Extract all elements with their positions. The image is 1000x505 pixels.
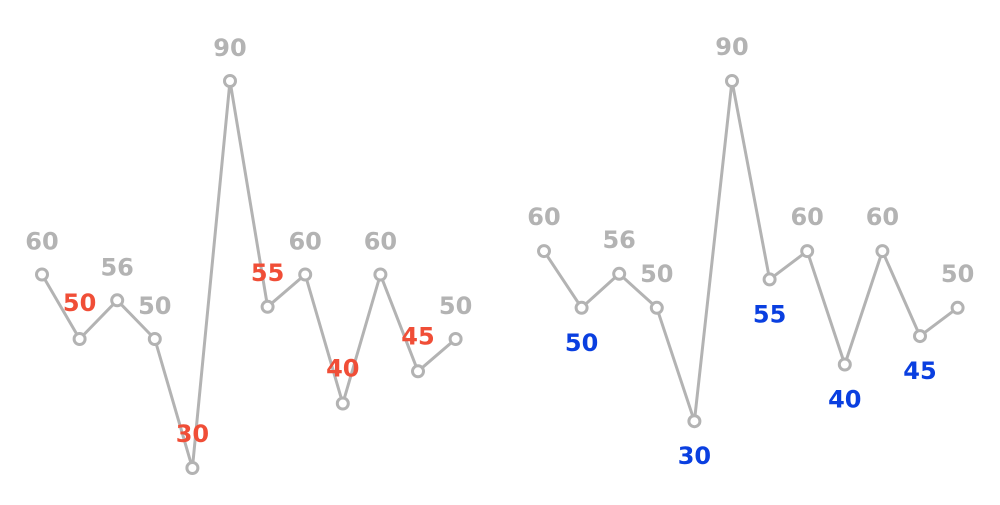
- data-label: 60: [364, 228, 397, 256]
- data-label: 60: [288, 228, 321, 256]
- data-point-marker: [574, 300, 589, 315]
- data-point-marker: [875, 244, 890, 259]
- highlighted-data-label: 50: [63, 289, 96, 317]
- data-point-marker: [260, 299, 275, 314]
- data-label: 60: [790, 203, 823, 231]
- series-line: [542, 79, 959, 423]
- data-point-marker: [110, 293, 125, 308]
- data-label: 50: [439, 292, 472, 320]
- data-point-marker: [72, 332, 87, 346]
- data-point-marker: [298, 267, 313, 282]
- highlighted-data-label: 30: [176, 420, 209, 448]
- data-label: 50: [138, 292, 171, 320]
- data-point-marker: [185, 461, 200, 475]
- series-line: [40, 79, 457, 470]
- data-point-marker: [649, 300, 664, 315]
- data-point-marker: [537, 244, 551, 259]
- data-point-marker: [373, 267, 388, 282]
- data-point-marker: [35, 267, 49, 282]
- highlighted-data-label: 55: [251, 259, 284, 287]
- highlighted-data-label: 45: [401, 322, 434, 350]
- data-point-marker: [223, 74, 237, 88]
- data-point-marker: [800, 244, 815, 259]
- data-point-marker: [687, 414, 702, 429]
- data-label: 56: [602, 226, 635, 254]
- highlighted-data-label: 45: [903, 357, 936, 385]
- data-point-marker: [147, 332, 162, 346]
- data-label: 50: [941, 260, 974, 288]
- data-label: 60: [866, 203, 899, 231]
- highlighted-data-label: 30: [678, 442, 711, 470]
- data-label: 90: [213, 34, 246, 62]
- data-point-marker: [837, 357, 852, 372]
- data-point-marker: [762, 272, 777, 287]
- highlighted-data-label: 50: [565, 329, 598, 357]
- data-label: 50: [640, 260, 673, 288]
- data-label: 56: [100, 253, 133, 281]
- data-label: 60: [527, 203, 560, 231]
- data-label: 60: [25, 228, 58, 256]
- data-point-marker: [913, 329, 927, 344]
- data-point-marker: [411, 364, 425, 379]
- data-point-marker: [335, 396, 350, 411]
- highlighted-data-label: 40: [326, 355, 359, 383]
- data-point-marker: [950, 300, 965, 315]
- data-label: 90: [715, 33, 748, 61]
- data-point-marker: [725, 74, 739, 88]
- data-point-marker: [448, 332, 463, 346]
- highlighted-data-label: 40: [828, 386, 861, 414]
- highlighted-data-label: 55: [753, 300, 786, 328]
- data-point-marker: [612, 266, 627, 281]
